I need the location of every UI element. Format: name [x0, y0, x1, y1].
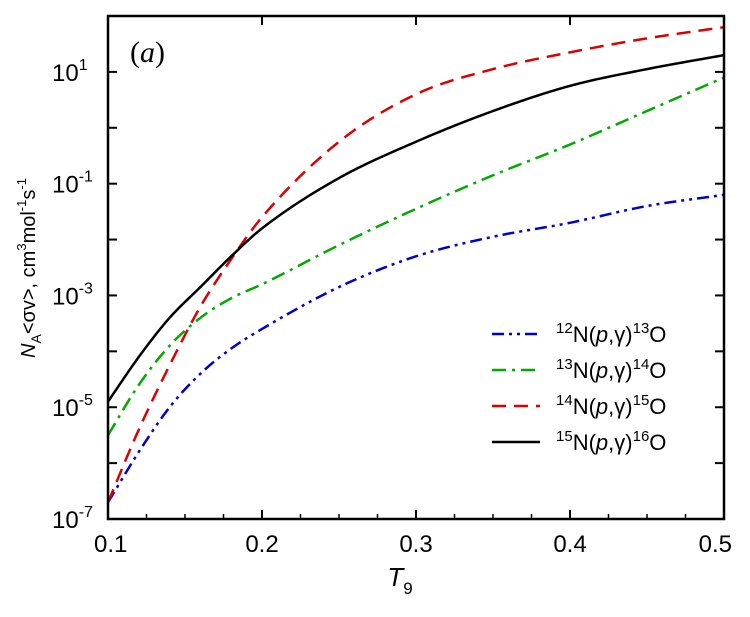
x-tick-label: 0.2 — [245, 531, 278, 558]
panel-label: (a) — [130, 36, 165, 69]
x-tick-label: 0.5 — [699, 531, 732, 558]
x-tick-label: 0.1 — [94, 531, 127, 558]
y-tick-label: 10-1 — [52, 169, 93, 199]
legend-label-12n-p-13o: 12N(p,γ)13O — [556, 320, 666, 347]
x-axis-ticks: 0.1 0.2 0.3 0.4 0.5 — [94, 16, 732, 558]
series-line-14n-p-15o — [106, 25, 725, 503]
y-axis-label: NA<σv>, cm3mol-1s-1 — [14, 178, 44, 358]
plot-series-group — [106, 25, 725, 503]
x-tick-label: 0.4 — [553, 531, 586, 558]
y-tick-label: 10-7 — [52, 504, 93, 534]
series-line-13n-p-14o — [106, 76, 725, 436]
y-tick-label: 101 — [52, 57, 88, 87]
legend-label-14n-p-15o: 14N(p,γ)15O — [556, 392, 666, 419]
series-line-15n-p-16o — [106, 53, 725, 403]
legend: 12N(p,γ)13O 13N(p,γ)14O 14N(p,γ)15O 15N(p,γ… — [492, 320, 666, 455]
y-axis-ticks: 10-7 10-5 10-3 10-1 101 — [52, 15, 724, 534]
x-axis-label: T9 — [387, 562, 412, 598]
series-line-12n-p-13o — [106, 193, 725, 503]
y-tick-label: 10-5 — [52, 392, 93, 422]
y-tick-label: 10-3 — [52, 280, 93, 310]
legend-label-15n-p-16o: 15N(p,γ)16O — [556, 428, 666, 455]
legend-label-13n-p-14o: 13N(p,γ)14O — [556, 356, 666, 383]
x-tick-label: 0.3 — [399, 531, 432, 558]
